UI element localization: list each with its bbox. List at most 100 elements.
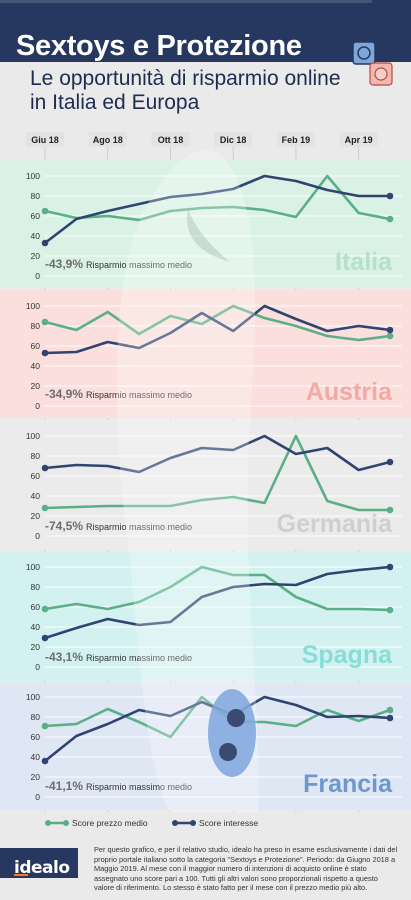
y-tick-label: 40 [31, 231, 41, 241]
y-tick-label: 0 [35, 531, 40, 541]
page-subtitle: Le opportunità di risparmio online in It… [30, 67, 341, 114]
y-tick-label: 80 [31, 451, 41, 461]
condom-icon [352, 41, 393, 86]
price-end-point [386, 215, 394, 223]
price-end-point [386, 506, 394, 514]
saving-value: -43,1% [45, 650, 83, 664]
saving-value: -34,9% [45, 387, 83, 401]
highlight-badge [208, 689, 256, 777]
y-tick-label: 0 [35, 271, 40, 281]
month-pill [151, 132, 190, 147]
y-tick-label: 0 [35, 401, 40, 411]
saving-value: -74,5% [45, 519, 83, 533]
y-tick-label: 60 [31, 211, 41, 221]
panel-italia: 0 20 40 60 80 100 Italia -43,9%Risparmio massim… [0, 160, 411, 288]
legend-interest-dot [172, 820, 178, 826]
month-pill [339, 132, 378, 147]
y-tick-label: 100 [26, 431, 40, 441]
y-tick-label: 0 [35, 662, 40, 672]
legend: Score prezzo medio Score interesse [45, 818, 258, 828]
month-pill [214, 132, 253, 147]
y-tick-label: 20 [31, 511, 41, 521]
legend-price-dot [45, 820, 51, 826]
panel-background [0, 290, 411, 418]
price-start-point [41, 504, 49, 512]
legend-price-dot [63, 820, 69, 826]
y-tick-label: 40 [31, 491, 41, 501]
y-tick-label: 20 [31, 251, 41, 261]
saving-value: -43,9% [45, 257, 83, 271]
logo-background [0, 848, 78, 878]
interest-start-point [41, 634, 49, 642]
saving-value: -41,1% [45, 779, 83, 793]
price-start-point [41, 722, 49, 730]
badge-dot-bottom [219, 743, 237, 761]
interest-end-point [386, 714, 394, 722]
country-label: Austria [306, 378, 393, 406]
x-tick-label: Ago 18 [93, 135, 123, 145]
methodology-note: Per questo grafico, e per il relativo st… [94, 845, 398, 892]
saving-label: Risparmio massimo medio [86, 782, 192, 792]
country-label: Germania [277, 510, 393, 538]
price-start-point [41, 605, 49, 613]
price-end-point [386, 332, 394, 340]
panel-germania: 0 20 40 60 80 100 Germania -74,5%Risparmio mass… [0, 420, 411, 550]
interest-line [44, 174, 390, 245]
country-label: Italia [335, 248, 393, 276]
y-tick-label: 60 [31, 602, 41, 612]
country-label: Francia [303, 770, 393, 798]
country-label: Spagna [302, 641, 393, 669]
panel-background [0, 420, 411, 550]
logo-underline [14, 874, 28, 876]
badge-ellipse [208, 689, 256, 777]
legend-interest-dot [190, 820, 196, 826]
condom-ring [357, 46, 371, 60]
interest-end-point [386, 563, 394, 571]
y-tick-label: 60 [31, 732, 41, 742]
y-tick-label: 80 [31, 321, 41, 331]
saving-annotation: -34,9%Risparmio massimo medio [45, 387, 192, 401]
badge-dot-top [227, 709, 245, 727]
interest-start-point [41, 757, 49, 765]
y-tick-label: 0 [35, 792, 40, 802]
page-title: Sextoys e Protezione [16, 30, 302, 62]
saving-annotation: -41,1% Risparmio massimo medio [45, 779, 192, 793]
interest-start-point [41, 349, 49, 357]
panel-francia: 0 20 40 60 80 100 Francia -41,1% Risparmio massi… [0, 683, 411, 810]
panel-background [0, 552, 411, 681]
x-tick-label: Dic 18 [220, 135, 247, 145]
silhouette-shape [116, 149, 259, 812]
panel-austria: 0 20 40 60 80 100 Austria -34,9%Risparmio massi… [0, 290, 411, 418]
interest-line [44, 434, 391, 474]
y-tick-label: 20 [31, 381, 41, 391]
y-tick-label: 80 [31, 712, 41, 722]
legend-price-label: Score prezzo medio [72, 818, 148, 828]
x-tick-label: Ott 18 [158, 135, 184, 145]
y-tick-label: 100 [26, 692, 40, 702]
price-start-point [41, 207, 49, 215]
interest-end-point [386, 192, 394, 200]
saving-annotation: -43,9%Risparmio massimo medio [45, 257, 192, 271]
interest-line [44, 304, 391, 355]
y-tick-label: 40 [31, 622, 41, 632]
condom-ring-pink [374, 67, 388, 81]
y-tick-label: 20 [31, 772, 41, 782]
y-tick-label: 40 [31, 752, 41, 762]
interest-start-point [41, 239, 49, 247]
price-line [44, 434, 390, 512]
saving-label: Risparmio massimo medio [86, 653, 192, 663]
interest-start-point [41, 464, 49, 472]
idealo-logo: idealo [14, 858, 70, 878]
price-end-point [386, 706, 394, 714]
condom-pack-blue [352, 41, 376, 65]
month-pill [276, 132, 315, 147]
saving-label: Risparmio massimo medio [86, 260, 192, 270]
x-tick-label: Apr 19 [345, 135, 373, 145]
y-tick-label: 100 [26, 562, 40, 572]
interest-end-point [386, 326, 394, 334]
price-line [44, 565, 391, 612]
y-tick-label: 80 [31, 191, 41, 201]
y-tick-label: 60 [31, 341, 41, 351]
